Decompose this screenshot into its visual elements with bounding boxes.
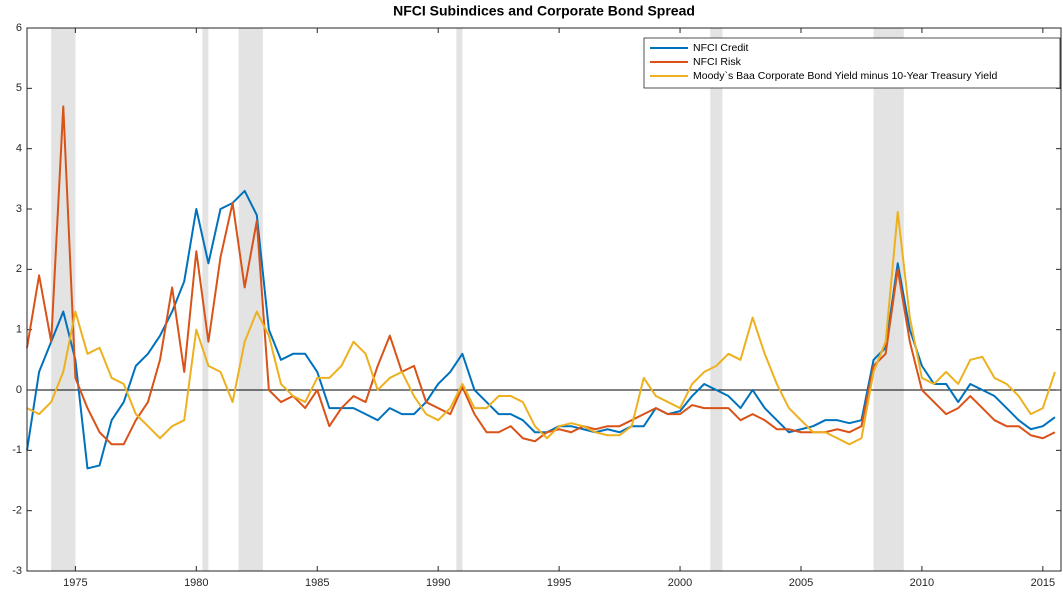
x-tick-label: 1975 <box>63 577 87 589</box>
legend-label: NFCI Credit <box>693 42 749 54</box>
y-tick-label: 5 <box>16 82 22 94</box>
x-tick-label: 1980 <box>184 577 208 589</box>
x-tick-label: 2010 <box>910 577 934 589</box>
x-tick-label: 1995 <box>547 577 571 589</box>
y-tick-label: -2 <box>12 505 22 517</box>
recession-band <box>456 28 463 571</box>
y-tick-label: 2 <box>16 263 22 275</box>
recession-band <box>710 28 723 571</box>
x-tick-label: 2015 <box>1031 577 1055 589</box>
x-tick-label: 1985 <box>305 577 329 589</box>
legend-label: NFCI Risk <box>693 56 742 68</box>
y-tick-label: 0 <box>16 384 22 396</box>
legend-label: Moody`s Baa Corporate Bond Yield minus 1… <box>693 70 997 82</box>
legend-box <box>643 37 1061 89</box>
x-tick-label: 2000 <box>668 577 692 589</box>
y-tick-label: 6 <box>16 22 22 34</box>
y-tick-label: 3 <box>16 203 22 215</box>
y-tick-label: -1 <box>12 444 22 456</box>
plot-frame <box>26 27 1062 572</box>
x-tick-label: 2005 <box>789 577 813 589</box>
data-line <box>26 211 1056 446</box>
chart-title: NFCI Subindices and Corporate Bond Sprea… <box>393 3 695 19</box>
x-tick-label: 1990 <box>426 577 450 589</box>
recession-band <box>238 28 263 571</box>
y-tick-label: 1 <box>16 324 22 336</box>
y-tick-label: 4 <box>16 143 22 155</box>
y-tick-label: -3 <box>12 565 22 577</box>
recession-band <box>202 28 209 571</box>
data-line <box>26 105 1056 446</box>
